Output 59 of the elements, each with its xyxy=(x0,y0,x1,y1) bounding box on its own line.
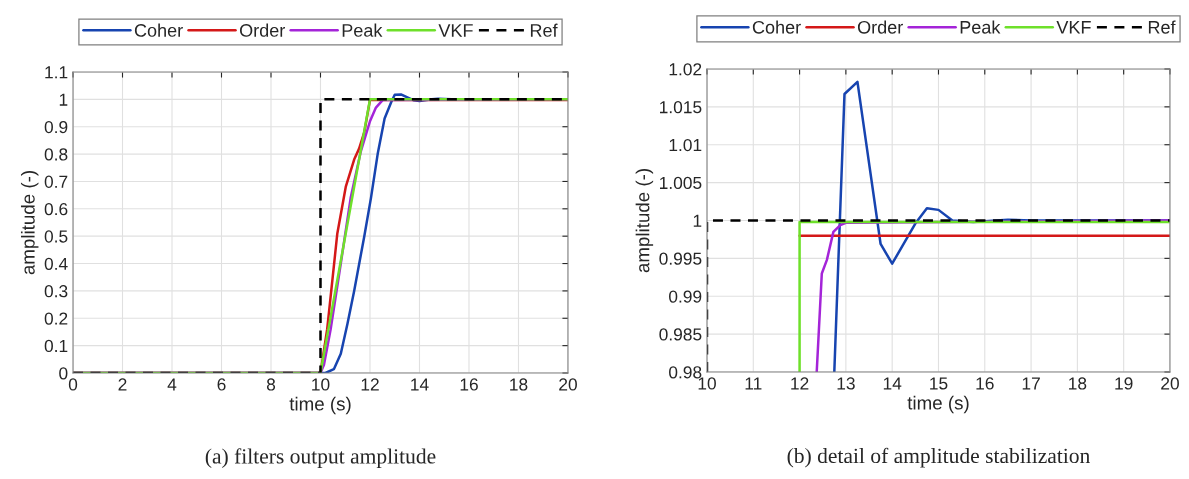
x-tick-label: 6 xyxy=(217,378,226,391)
y-tick-label: 0.98 xyxy=(669,366,702,379)
y-tick-label: 0.4 xyxy=(44,257,68,270)
y-tick-label: 1.005 xyxy=(660,176,702,190)
legend-label: VKF xyxy=(1056,21,1091,34)
x-axis-title: time (s) xyxy=(907,395,969,414)
x-tick-label: 14 xyxy=(411,378,429,391)
x-tick-label: 4 xyxy=(167,378,177,391)
x-tick-label: 0 xyxy=(68,378,78,391)
y-tick-label: 0.7 xyxy=(44,175,68,188)
y-tick-label: 0.1 xyxy=(44,339,68,353)
legend-label: Peak xyxy=(960,20,1001,34)
legend-label: Order xyxy=(239,23,285,37)
x-tick-label: 8 xyxy=(266,378,276,391)
y-tick-label: 1.1 xyxy=(45,66,68,79)
y-tick-label: 0.995 xyxy=(659,252,702,265)
y-tick-label: 0.6 xyxy=(44,202,68,216)
y-tick-label: 1.02 xyxy=(669,63,702,76)
legend-label: Peak xyxy=(342,23,383,37)
legend-label: Ref xyxy=(530,23,558,37)
y-tick-label: 0 xyxy=(59,367,68,380)
x-tick-label: 19 xyxy=(1115,377,1133,390)
x-tick-label: 18 xyxy=(510,378,528,391)
y-tick-label: 0.985 xyxy=(659,328,702,341)
legend-label: Order xyxy=(857,20,903,34)
x-tick-label: 10 xyxy=(312,378,330,391)
x-tick-label: 16 xyxy=(976,377,994,390)
text: (a) filters output amplitude xyxy=(205,448,436,468)
y-axis-title: amplitude (-) xyxy=(635,169,654,273)
x-axis-title: time (s) xyxy=(289,396,351,415)
x-tick-label: 20 xyxy=(1161,377,1179,390)
y-tick-label: 0.3 xyxy=(44,285,68,298)
x-tick-label: 18 xyxy=(1069,377,1087,390)
x-tick-label: 12 xyxy=(361,378,379,391)
legend-label: Coher xyxy=(752,20,801,34)
x-tick-label: 14 xyxy=(883,377,902,390)
y-tick-label: 0.8 xyxy=(44,148,68,161)
y-tick-label: 1.015 xyxy=(660,101,702,114)
legend-label: Ref xyxy=(1148,20,1176,34)
x-tick-label: 17 xyxy=(1022,377,1040,390)
y-tick-label: 0.9 xyxy=(44,120,68,134)
legend-label: VKF xyxy=(438,24,473,37)
x-tick-label: 12 xyxy=(791,377,809,390)
y-axis-title: amplitude (-) xyxy=(20,171,39,275)
y-tick-label: 0.2 xyxy=(44,312,68,325)
x-tick-label: 15 xyxy=(930,377,948,390)
y-tick-label: 1 xyxy=(59,93,68,106)
y-tick-label: 1 xyxy=(693,214,702,227)
y-tick-label: 1.01 xyxy=(669,138,702,152)
text: (b) detail of amplitude stabilization xyxy=(787,447,1090,468)
y-tick-label: 0.99 xyxy=(669,290,702,303)
x-tick-label: 16 xyxy=(460,378,478,391)
y-tick-label: 0.5 xyxy=(44,230,68,243)
x-tick-label: 11 xyxy=(745,377,762,390)
x-tick-label: 2 xyxy=(118,378,127,391)
legend-label: Coher xyxy=(134,23,183,37)
x-tick-label: 10 xyxy=(698,377,716,390)
x-tick-label: 13 xyxy=(837,377,855,390)
x-tick-label: 20 xyxy=(559,378,577,391)
